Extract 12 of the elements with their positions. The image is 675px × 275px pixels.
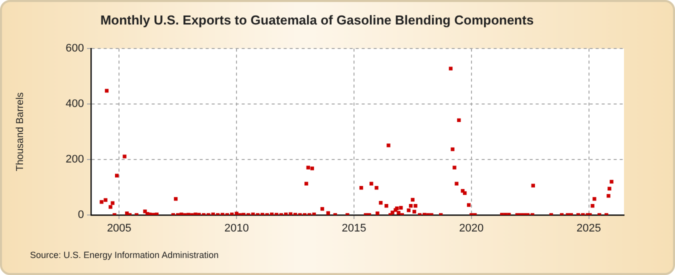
x-tick-label: 2015: [342, 222, 366, 235]
x-tick-label: 2025: [576, 222, 602, 235]
x-tick-label: 2020: [459, 222, 484, 235]
x-tick-label: 2005: [106, 222, 132, 235]
y-tick-label: 400: [66, 98, 84, 110]
y-tick-label: 600: [66, 42, 84, 55]
y-axis-title: Thousand Barrels: [14, 92, 26, 172]
source-note: Source: U.S. Energy Information Administration: [30, 250, 219, 260]
chart-title: Monthly U.S. Exports to Guatemala of Gasoline Blending Components: [100, 12, 534, 28]
y-tick-label: 200: [66, 154, 84, 166]
x-tick-label: 2010: [224, 222, 249, 235]
y-tick-label: 0: [78, 209, 84, 222]
